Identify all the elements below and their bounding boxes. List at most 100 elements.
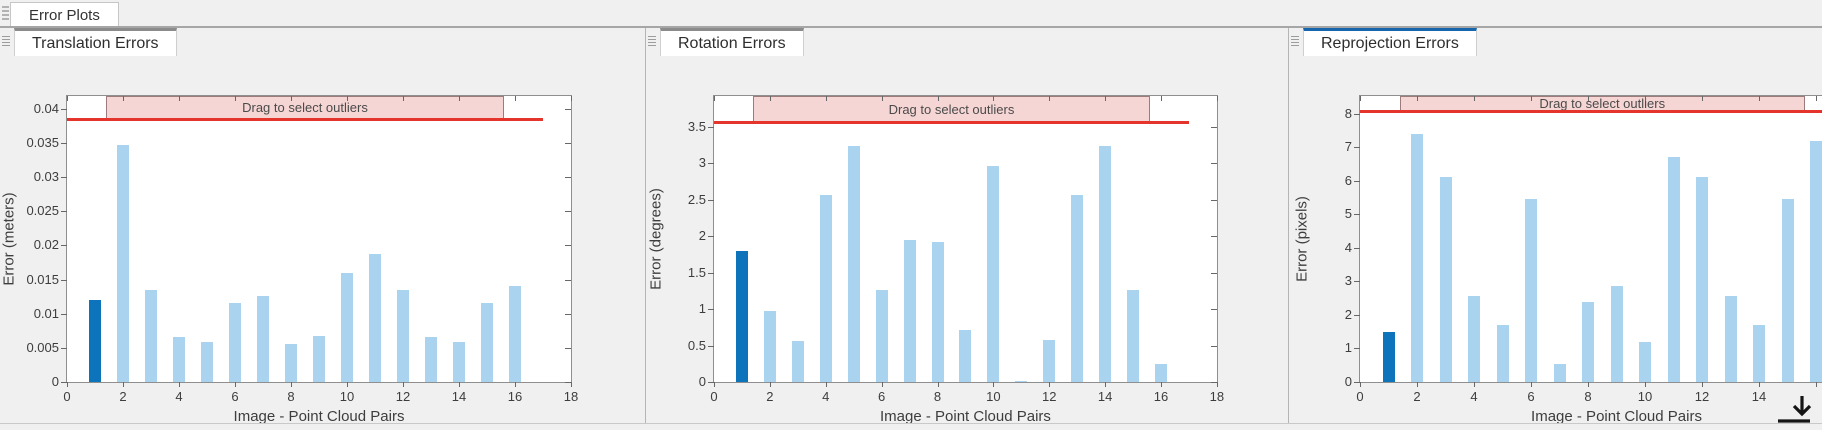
bar-pair-13[interactable] — [1071, 194, 1084, 382]
bar-pair-7[interactable] — [257, 296, 269, 382]
bar-pair-5[interactable] — [847, 145, 860, 382]
x-tick-top — [1049, 96, 1051, 101]
x-tick-label: 0 — [63, 389, 71, 404]
panel-rotation-errors: Rotation Errors Error (degrees) Image - … — [645, 28, 1289, 423]
bar-pair-3[interactable] — [145, 289, 157, 382]
bar-pair-12[interactable] — [397, 289, 409, 382]
bar-pair-2[interactable] — [763, 310, 776, 382]
bar-pair-6[interactable] — [875, 290, 888, 382]
bar-pair-12[interactable] — [1696, 177, 1708, 382]
y-tick-label: 0 — [51, 374, 59, 389]
y-tick-label: 0.015 — [26, 271, 59, 287]
bar-pair-1[interactable] — [735, 250, 748, 382]
y-tick-label: 1 — [1344, 340, 1352, 356]
bar-pair-5[interactable] — [201, 342, 213, 382]
bar-pair-3[interactable] — [1439, 177, 1452, 382]
x-tick — [714, 382, 715, 387]
outlier-drag-region[interactable]: Drag to select outliers — [753, 96, 1150, 123]
y-tick-label: 0 — [698, 374, 706, 389]
x-axis-label: Image - Point Cloud Pairs — [233, 408, 405, 423]
group-drag-grip-icon[interactable] — [2, 6, 9, 20]
bar-pair-1[interactable] — [1382, 331, 1395, 382]
bar-pair-11[interactable] — [369, 253, 381, 382]
bar-pair-9[interactable] — [313, 336, 325, 382]
tab-error-plots[interactable]: Error Plots — [10, 2, 119, 27]
y-tick-label: 4 — [1344, 239, 1352, 255]
y-tick-label: 1.5 — [687, 264, 706, 280]
x-tick-top — [571, 96, 572, 101]
bar-pair-13[interactable] — [425, 336, 437, 382]
bar-pair-1[interactable] — [89, 300, 101, 382]
bar-pair-7[interactable] — [1553, 363, 1566, 382]
bar-pair-14[interactable] — [1099, 145, 1112, 382]
y-tick — [1354, 382, 1360, 383]
tab-rotation-errors[interactable]: Rotation Errors — [660, 28, 804, 56]
y-tick-right — [1210, 236, 1217, 238]
bar-pair-11[interactable] — [1667, 157, 1680, 382]
x-tick-label: 10 — [339, 389, 355, 404]
bar-pair-14[interactable] — [453, 342, 465, 382]
bar-pair-4[interactable] — [173, 336, 185, 382]
x-tick-top — [1531, 96, 1532, 101]
x-tick-top — [347, 96, 348, 101]
bar-pair-14[interactable] — [1753, 325, 1765, 382]
bar-pair-9[interactable] — [1610, 285, 1623, 382]
bar-pair-7[interactable] — [903, 239, 916, 382]
bar-pair-9[interactable] — [959, 330, 972, 382]
panel-reprojection-errors: Reprojection Errors Error (pixels) Image… — [1288, 28, 1822, 423]
bar-pair-13[interactable] — [1724, 295, 1737, 382]
y-tick — [61, 245, 67, 247]
bar-pair-15[interactable] — [1781, 199, 1794, 382]
x-tick-top — [825, 96, 827, 101]
y-tick-right — [1210, 126, 1217, 128]
x-tick-label: 10 — [1637, 389, 1653, 404]
bar-pair-11[interactable] — [1015, 380, 1028, 382]
x-tick — [515, 382, 516, 387]
bar-pair-2[interactable] — [117, 145, 129, 382]
x-tick-label: 12 — [1694, 389, 1710, 404]
panel-grip-icon[interactable] — [2, 36, 10, 46]
x-tick — [1105, 382, 1107, 387]
bar-pair-10[interactable] — [341, 272, 353, 382]
bar-pair-4[interactable] — [1468, 295, 1480, 382]
panel-grip-icon[interactable] — [648, 36, 656, 46]
bar-pair-16[interactable] — [509, 286, 521, 382]
x-tick-top — [67, 96, 68, 101]
dock-arrow-icon[interactable] — [1775, 393, 1813, 427]
x-tick-top — [937, 96, 939, 101]
x-tick — [1049, 382, 1051, 387]
y-tick-right — [565, 347, 571, 349]
x-tick — [1360, 382, 1361, 387]
tab-translation-errors[interactable]: Translation Errors — [14, 28, 177, 56]
x-tick-label: 16 — [1153, 389, 1169, 404]
x-tick — [1645, 382, 1646, 387]
y-tick — [708, 272, 714, 274]
bar-pair-6[interactable] — [1525, 199, 1537, 382]
outlier-drag-region[interactable]: Drag to select outliers — [106, 96, 504, 120]
bar-pair-15[interactable] — [481, 302, 493, 382]
bar-pair-8[interactable] — [285, 343, 297, 382]
bar-pair-16[interactable] — [1810, 140, 1822, 382]
bar-pair-3[interactable] — [791, 341, 804, 382]
reprojection-errors-plot: Error (pixels) Image - Point Cloud Pairs… — [1294, 95, 1822, 423]
bar-pair-4[interactable] — [819, 194, 832, 382]
bar-pair-16[interactable] — [1155, 363, 1168, 382]
x-tick-top — [1816, 96, 1817, 101]
bar-pair-6[interactable] — [229, 302, 241, 382]
bar-pair-10[interactable] — [1639, 341, 1651, 382]
bar-pair-8[interactable] — [1582, 302, 1594, 382]
y-tick-label: 2 — [698, 228, 706, 244]
x-tick — [993, 382, 995, 387]
bar-pair-15[interactable] — [1127, 290, 1140, 382]
panel-grip-icon[interactable] — [1291, 36, 1299, 46]
bar-pair-8[interactable] — [931, 241, 944, 382]
outlier-drag-region[interactable]: Drag to select outliers — [1399, 96, 1805, 112]
bar-pair-2[interactable] — [1411, 133, 1423, 382]
x-tick-label: 6 — [231, 389, 239, 404]
bar-pair-10[interactable] — [987, 166, 1000, 382]
y-tick — [61, 279, 67, 281]
tab-reprojection-errors[interactable]: Reprojection Errors — [1303, 28, 1477, 56]
bar-pair-5[interactable] — [1496, 325, 1509, 382]
x-tick-label: 4 — [822, 389, 830, 404]
bar-pair-12[interactable] — [1043, 340, 1056, 382]
